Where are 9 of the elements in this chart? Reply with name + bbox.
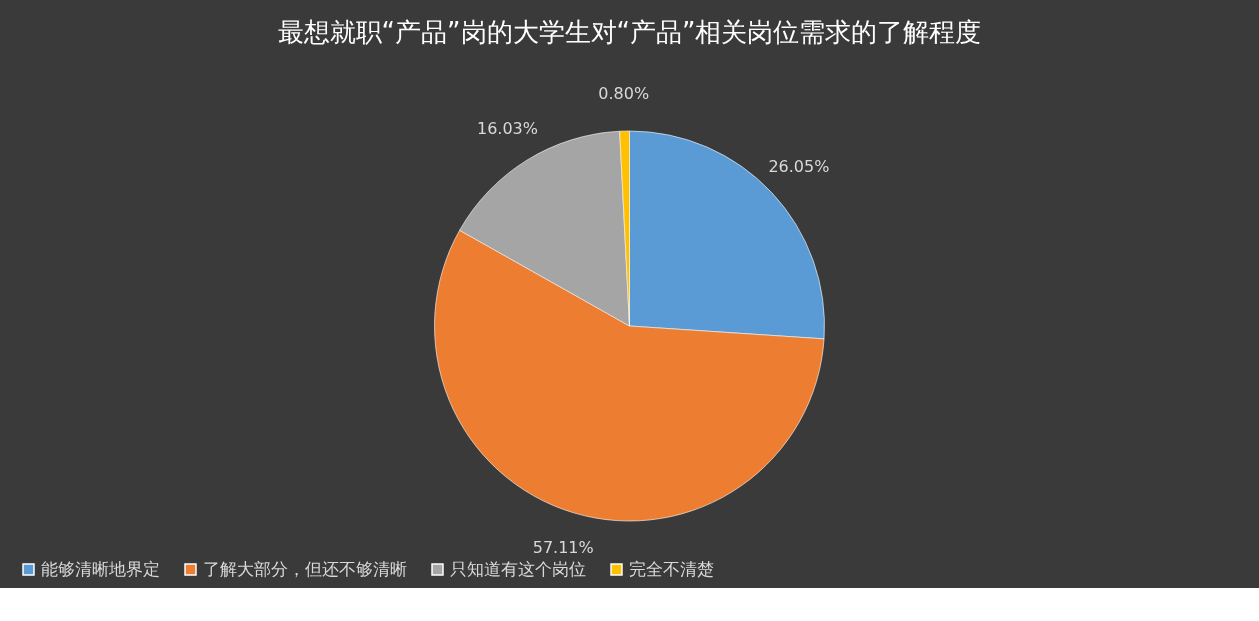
data-label: 0.80%: [598, 84, 650, 104]
data-label: 57.11%: [532, 538, 594, 558]
legend-label: 只知道有这个岗位: [450, 558, 586, 579]
data-label: 26.05%: [768, 157, 830, 177]
chart-title: 最想就职“产品”岗的大学生对“产品”相关岗位需求的了解程度: [277, 17, 982, 48]
legend-label: 了解大部分，但还不够清晰: [203, 558, 407, 579]
legend-label: 完全不清楚: [629, 558, 714, 579]
legend-label: 能够清晰地界定: [41, 558, 160, 579]
data-label: 16.03%: [476, 118, 538, 138]
